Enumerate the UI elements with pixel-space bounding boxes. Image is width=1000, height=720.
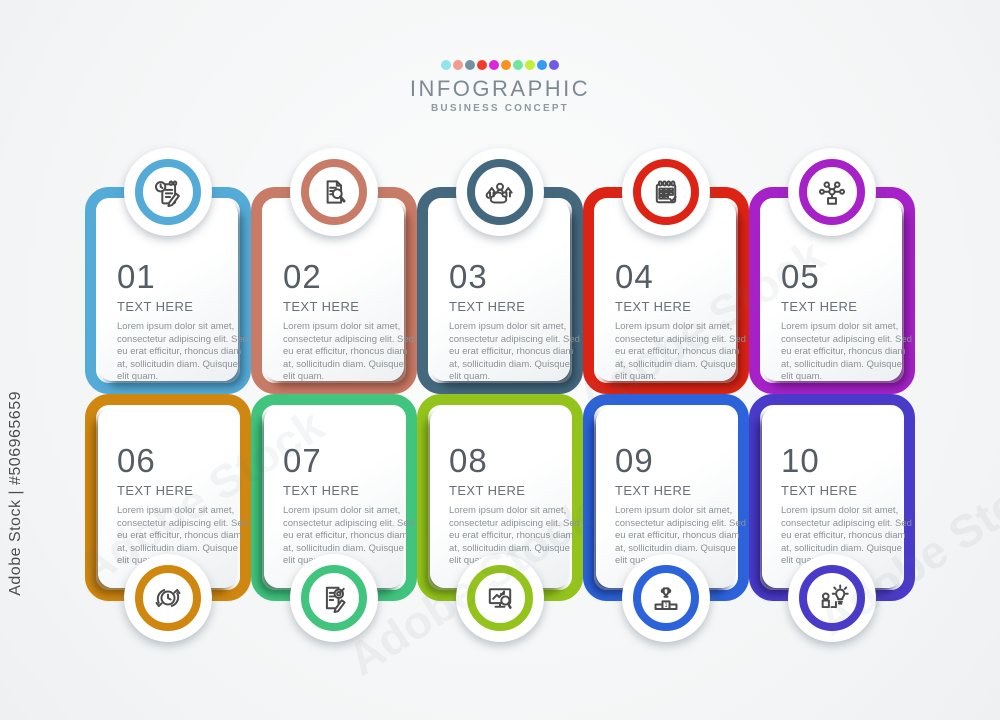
monitor-analytics-icon — [483, 581, 517, 615]
step-icon-ring: 1 — [633, 565, 699, 631]
step-title: TEXT HERE — [781, 483, 858, 498]
color-dot-row — [0, 60, 1000, 70]
step-body: Lorem ipsum dolor sit amet, consectetur … — [449, 505, 580, 567]
color-dot — [489, 60, 499, 70]
page-subtitle: BUSINESS CONCEPT — [431, 103, 569, 114]
step-body: Lorem ipsum dolor sit amet, consectetur … — [615, 321, 746, 383]
infographic-card: 07 TEXT HERE Lorem ipsum dolor sit amet,… — [251, 394, 417, 642]
card-text: 01 TEXT HERE Lorem ipsum dolor sit amet,… — [117, 258, 250, 384]
step-icon-ring — [633, 159, 699, 225]
infographic-card: 1 09 TEXT HERE Lorem ipsum dolor sit ame… — [583, 394, 749, 642]
step-number: 09 — [615, 442, 654, 479]
step-icon-badge — [456, 148, 544, 236]
step-number: 10 — [781, 442, 820, 479]
step-body: Lorem ipsum dolor sit amet, consectetur … — [117, 321, 248, 383]
infographic-card: 01 TEXT HERE Lorem ipsum dolor sit amet,… — [85, 148, 251, 394]
step-title: TEXT HERE — [615, 299, 692, 314]
step-body: Lorem ipsum dolor sit amet, consectetur … — [781, 505, 912, 567]
infographic-card: 03 TEXT HERE Lorem ipsum dolor sit amet,… — [417, 148, 583, 394]
infographic-grid: 01 TEXT HERE Lorem ipsum dolor sit amet,… — [85, 148, 915, 642]
card-text: 08 TEXT HERE Lorem ipsum dolor sit amet,… — [449, 442, 582, 568]
step-number: 04 — [615, 258, 654, 295]
step-body: Lorem ipsum dolor sit amet, consectetur … — [117, 505, 248, 567]
color-dot — [441, 60, 451, 70]
step-number: 08 — [449, 442, 488, 479]
time-cycle-icon — [151, 581, 185, 615]
color-dot — [513, 60, 523, 70]
card-text: 06 TEXT HERE Lorem ipsum dolor sit amet,… — [117, 442, 250, 568]
card-text: 02 TEXT HERE Lorem ipsum dolor sit amet,… — [283, 258, 416, 384]
step-title: TEXT HERE — [449, 483, 526, 498]
step-number: 03 — [449, 258, 488, 295]
step-number: 05 — [781, 258, 820, 295]
step-icon-ring — [135, 565, 201, 631]
infographic-card: 02 TEXT HERE Lorem ipsum dolor sit amet,… — [251, 148, 417, 394]
step-body: Lorem ipsum dolor sit amet, consectetur … — [615, 505, 746, 567]
step-title: TEXT HERE — [449, 299, 526, 314]
step-body: Lorem ipsum dolor sit amet, consectetur … — [283, 505, 414, 567]
step-body: Lorem ipsum dolor sit amet, consectetur … — [449, 321, 580, 383]
clock-checklist-edit-icon — [151, 175, 185, 209]
step-number: 07 — [283, 442, 322, 479]
step-icon-ring — [467, 159, 533, 225]
color-dot — [453, 60, 463, 70]
step-title: TEXT HERE — [283, 299, 360, 314]
color-dot — [525, 60, 535, 70]
infographic-header: INFOGRAPHIC BUSINESS CONCEPT — [0, 60, 1000, 114]
page-title: INFOGRAPHIC — [409, 76, 591, 101]
step-icon-ring — [301, 565, 367, 631]
step-number: 01 — [117, 258, 156, 295]
card-text: 07 TEXT HERE Lorem ipsum dolor sit amet,… — [283, 442, 416, 568]
step-icon-badge — [290, 554, 378, 642]
step-body: Lorem ipsum dolor sit amet, consectetur … — [781, 321, 912, 383]
growth-arrows-icon — [483, 175, 517, 209]
step-icon-ring — [799, 159, 865, 225]
step-icon-badge — [456, 554, 544, 642]
infographic-card: 10 TEXT HERE Lorem ipsum dolor sit amet,… — [749, 394, 915, 642]
step-icon-badge — [124, 148, 212, 236]
card-text: 04 TEXT HERE Lorem ipsum dolor sit amet,… — [615, 258, 748, 384]
step-icon-badge — [788, 148, 876, 236]
color-dot — [465, 60, 475, 70]
svg-text:1: 1 — [664, 603, 668, 609]
color-dot — [501, 60, 511, 70]
step-title: TEXT HERE — [283, 483, 360, 498]
step-icon-badge — [290, 148, 378, 236]
step-title: TEXT HERE — [117, 299, 194, 314]
stock-id-watermark: Adobe Stock | #506965659 — [7, 391, 24, 596]
step-icon-ring — [301, 159, 367, 225]
idea-person-icon — [815, 581, 849, 615]
step-title: TEXT HERE — [615, 483, 692, 498]
step-icon-badge — [622, 148, 710, 236]
step-icon-ring — [135, 159, 201, 225]
color-dot — [477, 60, 487, 70]
infographic-card: 05 TEXT HERE Lorem ipsum dolor sit amet,… — [749, 148, 915, 394]
card-text: 03 TEXT HERE Lorem ipsum dolor sit amet,… — [449, 258, 582, 384]
card-text: 10 TEXT HERE Lorem ipsum dolor sit amet,… — [781, 442, 914, 568]
color-dot — [537, 60, 547, 70]
step-icon-badge: 1 — [622, 554, 710, 642]
step-icon-badge — [124, 554, 212, 642]
step-icon-ring — [799, 565, 865, 631]
step-title: TEXT HERE — [117, 483, 194, 498]
infographic-card: 08 TEXT HERE Lorem ipsum dolor sit amet,… — [417, 394, 583, 642]
schedule-check-icon — [649, 175, 683, 209]
step-icon-badge — [788, 554, 876, 642]
color-dot — [549, 60, 559, 70]
network-structure-icon — [815, 175, 849, 209]
document-search-icon — [317, 175, 351, 209]
target-document-icon — [317, 581, 351, 615]
card-text: 09 TEXT HERE Lorem ipsum dolor sit amet,… — [615, 442, 748, 568]
step-number: 06 — [117, 442, 156, 479]
trophy-podium-icon: 1 — [649, 581, 683, 615]
step-title: TEXT HERE — [781, 299, 858, 314]
step-body: Lorem ipsum dolor sit amet, consectetur … — [283, 321, 414, 383]
card-text: 05 TEXT HERE Lorem ipsum dolor sit amet,… — [781, 258, 914, 384]
step-number: 02 — [283, 258, 322, 295]
infographic-card: 04 TEXT HERE Lorem ipsum dolor sit amet,… — [583, 148, 749, 394]
step-icon-ring — [467, 565, 533, 631]
infographic-card: 06 TEXT HERE Lorem ipsum dolor sit amet,… — [85, 394, 251, 642]
